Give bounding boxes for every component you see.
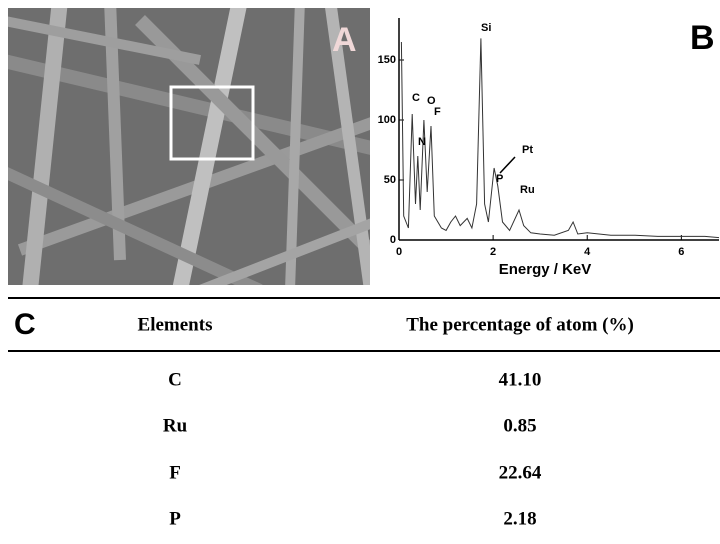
element-cell: Ru	[163, 415, 188, 436]
y-tick-label: 150	[378, 54, 396, 66]
element-cell: C	[168, 369, 182, 390]
percentage-cell: 0.85	[503, 415, 536, 436]
spectrum-line	[401, 38, 719, 237]
y-tick-label: 50	[384, 174, 396, 186]
y-tick-label: 100	[378, 114, 396, 126]
element-cell: F	[169, 462, 181, 483]
peak-label: P	[496, 173, 503, 185]
column-header: The percentage of atom (%)	[406, 314, 634, 335]
sem-image: A	[0, 0, 380, 290]
y-tick-label: 0	[390, 234, 396, 246]
percentage-cell: 2.18	[503, 508, 536, 529]
peak-label: Pt	[522, 144, 533, 156]
x-axis-label: Energy / KeV	[499, 261, 592, 278]
peak-label: F	[434, 106, 441, 118]
element-cell: P	[169, 508, 181, 529]
x-tick-label: 4	[584, 246, 591, 258]
panel-label: B	[690, 19, 715, 57]
peak-label: Si	[481, 22, 491, 34]
percentage-cell: 22.64	[499, 462, 542, 483]
table-body: C 41.10 Ru 0.85 F 22.64 P 2.18	[163, 369, 542, 529]
x-tick-label: 6	[678, 246, 684, 258]
figure: A B Energy / KeV C Elements The percenta…	[0, 0, 720, 544]
x-tick-label: 2	[490, 246, 496, 258]
column-header: Elements	[138, 314, 213, 335]
panel-label: A	[332, 21, 357, 59]
peak-label: N	[418, 136, 426, 148]
x-tick-label: 0	[396, 246, 402, 258]
peak-label: C	[412, 92, 420, 104]
panel-label: C	[14, 308, 36, 341]
percentage-cell: 41.10	[499, 369, 542, 390]
peak-label: Ru	[520, 184, 535, 196]
pointer	[500, 157, 515, 173]
